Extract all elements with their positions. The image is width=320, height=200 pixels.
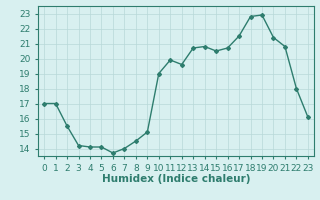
X-axis label: Humidex (Indice chaleur): Humidex (Indice chaleur)	[102, 174, 250, 184]
